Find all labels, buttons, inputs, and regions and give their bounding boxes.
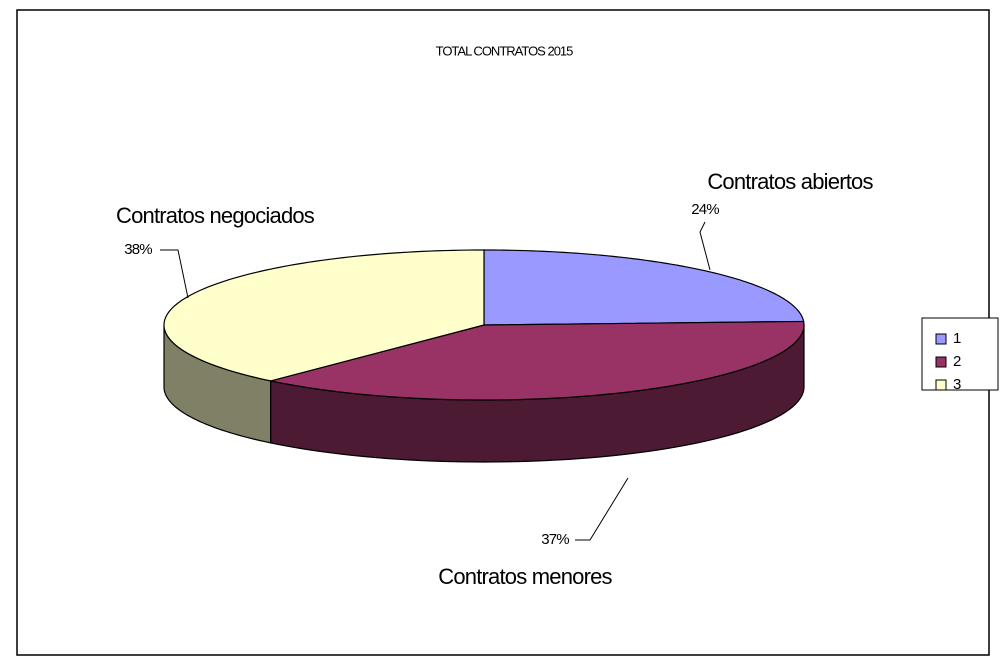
value-label: 37% (541, 531, 569, 548)
legend-swatch (935, 356, 947, 368)
legend-box (921, 317, 999, 391)
legend-label: 3 (953, 376, 961, 393)
legend-label: 1 (953, 330, 961, 347)
value-label: 38% (124, 241, 152, 258)
leader-line (699, 221, 711, 271)
slice-label: Contratos negociados (116, 203, 315, 228)
pie-slice (270, 320, 805, 401)
slice-label: Contratos abiertos (707, 169, 873, 194)
legend-label: 2 (953, 353, 961, 370)
legend-swatch (935, 379, 947, 391)
legend-swatch (935, 333, 947, 345)
leader-line (575, 477, 629, 541)
leader-line (160, 249, 189, 299)
pie-slice (483, 249, 805, 326)
pie-slice (163, 249, 485, 382)
slice-label: Contratos menores (438, 564, 612, 589)
value-label: 24% (691, 201, 719, 218)
chart-title: TOTAL CONTRATOS 2015 (436, 43, 574, 58)
